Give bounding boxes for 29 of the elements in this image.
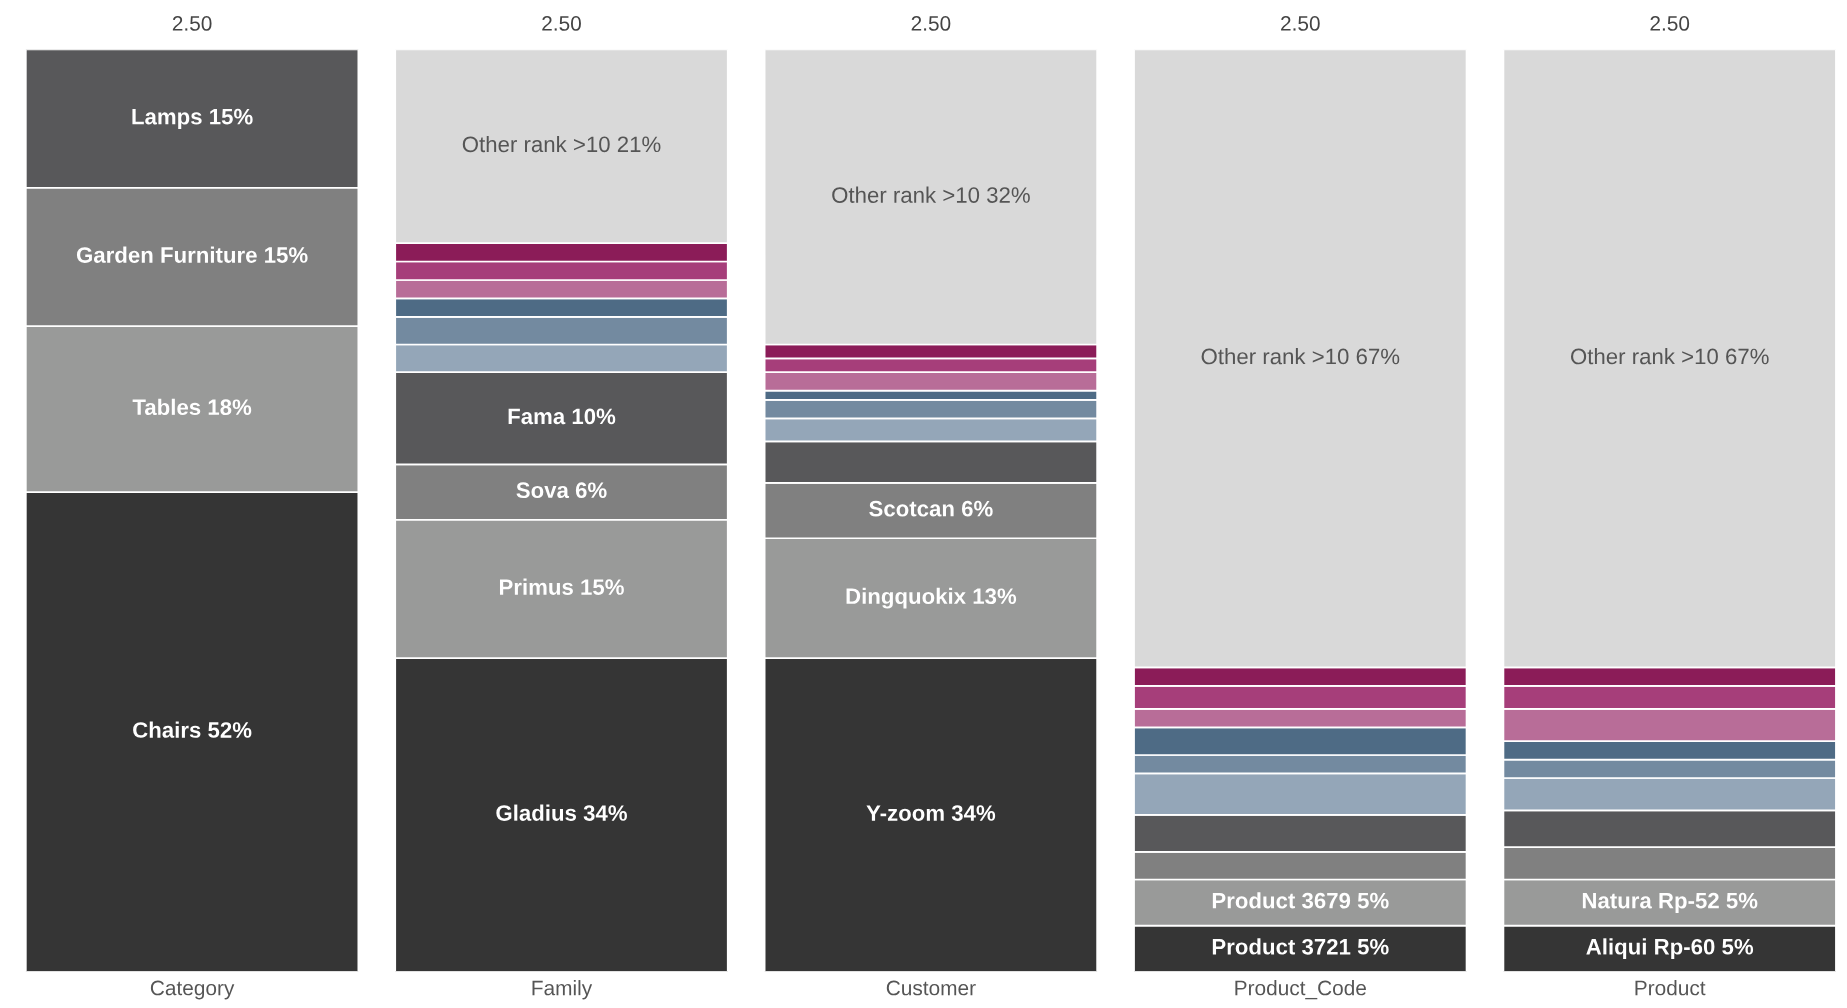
data-label: Other rank >10 67% xyxy=(1201,348,1400,365)
x-tick-label: Product xyxy=(1635,980,1706,996)
data-label: Other rank >10 21% xyxy=(462,135,661,153)
x-tick-label: Product_Code xyxy=(1235,980,1366,1000)
text: 2.50 xyxy=(172,16,212,31)
text: 2.50 xyxy=(542,16,581,31)
data-label: Garden Furniture 15% xyxy=(76,246,308,263)
data-label: Chairs 52% xyxy=(133,721,252,738)
data-label: Primus 15% xyxy=(499,578,624,595)
data-label: Fama 10% xyxy=(508,408,616,425)
data-label: Scotcan 6% xyxy=(869,500,993,517)
data-label: Sova 6% xyxy=(516,482,607,499)
text: 2.50 xyxy=(1281,16,1320,31)
data-label: Aliqui Rp-60 5% xyxy=(1586,938,1754,960)
data-label: Product 3679 5% xyxy=(1212,892,1389,909)
data-label: Natura Rp-52 5% xyxy=(1582,892,1758,913)
x-tick-label: Category xyxy=(150,980,235,1000)
data-label: Lamps 15% xyxy=(132,108,253,129)
data-label: Tables 18% xyxy=(132,398,252,416)
text: 2.50 xyxy=(911,16,951,31)
x-tick-label: Customer xyxy=(886,980,976,996)
data-label: Y-zoom 34% xyxy=(866,805,996,821)
x-tick-label: Family xyxy=(532,980,593,1000)
data-label: Other rank >10 32% xyxy=(832,186,1030,203)
data-label: Other rank >10 67% xyxy=(1571,348,1769,365)
data-label: Gladius 34% xyxy=(496,804,627,821)
data-label: Product 3721 5% xyxy=(1212,938,1389,955)
data-label: Dingquokix 13% xyxy=(846,587,1017,609)
text: 2.50 xyxy=(1650,16,1690,31)
